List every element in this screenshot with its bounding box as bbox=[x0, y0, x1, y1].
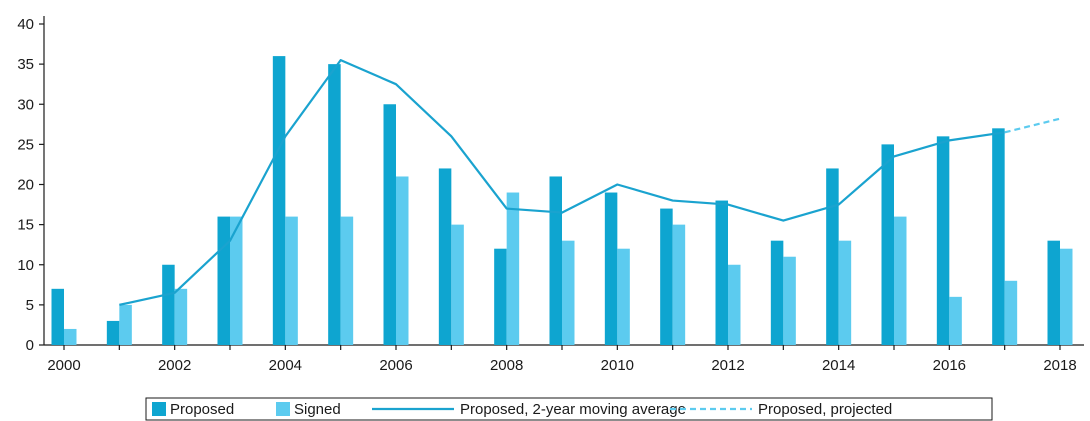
bar-signed bbox=[728, 264, 741, 345]
bar-signed bbox=[451, 224, 464, 345]
lines bbox=[119, 59, 1061, 306]
legend-swatch bbox=[276, 402, 290, 416]
x-tick-label: 2006 bbox=[379, 357, 412, 374]
y-tick-label: 25 bbox=[17, 136, 34, 153]
x-tick-label: 2012 bbox=[711, 357, 744, 374]
x-tick-label: 2008 bbox=[490, 357, 523, 374]
x-tick-label: 2016 bbox=[933, 357, 966, 374]
bar-signed bbox=[119, 304, 132, 345]
bar-signed bbox=[396, 176, 409, 345]
bar-signed bbox=[783, 256, 796, 345]
bar-signed bbox=[949, 296, 962, 345]
bar-proposed bbox=[272, 56, 286, 345]
bar-proposed bbox=[494, 248, 507, 345]
legend-label: Proposed, 2-year moving average bbox=[460, 401, 686, 418]
y-tick-label: 35 bbox=[17, 56, 34, 73]
bar-signed bbox=[230, 216, 243, 345]
bar-signed bbox=[838, 240, 852, 345]
bar-signed bbox=[617, 248, 630, 345]
bar-signed bbox=[340, 216, 354, 345]
bar-proposed bbox=[549, 176, 562, 345]
legend-box bbox=[145, 397, 993, 421]
bar-proposed bbox=[660, 208, 673, 345]
x-tick-label: 2002 bbox=[158, 357, 191, 374]
legend: Proposed Signed Proposed, 2-year moving av… bbox=[145, 397, 993, 421]
x-tick-label: 2010 bbox=[601, 357, 634, 374]
y-tick-label: 5 bbox=[26, 297, 34, 314]
bar-signed bbox=[506, 192, 520, 345]
bar-signed bbox=[64, 328, 77, 345]
x-tick-label: 2018 bbox=[1043, 357, 1076, 374]
x-tick-label: 2014 bbox=[822, 357, 855, 374]
bar-proposed bbox=[328, 64, 341, 345]
x-tick-label: 2000 bbox=[47, 357, 80, 374]
y-tick-label: 20 bbox=[17, 177, 34, 194]
bar-proposed bbox=[770, 240, 784, 345]
bar-signed bbox=[562, 240, 575, 345]
y-tick-label: 10 bbox=[17, 257, 34, 274]
bar-proposed bbox=[106, 320, 120, 345]
bar-proposed bbox=[604, 192, 618, 345]
y-axis: 0 5 10 15 20 25 30 35 40 bbox=[17, 16, 45, 354]
bar-proposed bbox=[383, 104, 396, 345]
projected-line bbox=[1004, 117, 1061, 134]
y-tick-label: 0 bbox=[26, 337, 34, 354]
y-tick-label: 40 bbox=[17, 16, 34, 33]
y-tick-label: 15 bbox=[17, 217, 34, 234]
bar-proposed bbox=[217, 216, 230, 345]
bar-signed bbox=[1060, 248, 1073, 345]
legend-label: Proposed, projected bbox=[758, 401, 892, 418]
bar-signed bbox=[894, 216, 907, 345]
bar-proposed bbox=[51, 288, 64, 345]
x-axis: 2000 2002 2004 2006 2008 2010 2012 2014 2016 2018 bbox=[44, 344, 1084, 374]
bar-proposed bbox=[1047, 240, 1060, 345]
legend-label: Proposed bbox=[170, 401, 234, 418]
legend-swatch bbox=[152, 402, 166, 416]
bar-proposed bbox=[936, 136, 950, 345]
x-tick-label: 2004 bbox=[269, 357, 302, 374]
bar-signed bbox=[1004, 280, 1018, 345]
moving-average-line bbox=[119, 59, 1005, 306]
bar-proposed bbox=[881, 144, 894, 345]
bar-proposed bbox=[826, 168, 839, 345]
bar-signed bbox=[672, 224, 686, 345]
bar-proposed bbox=[162, 264, 175, 345]
bar-signed bbox=[285, 216, 298, 345]
y-tick-label: 30 bbox=[17, 96, 34, 113]
legend-label: Signed bbox=[294, 401, 341, 418]
bars bbox=[51, 56, 1073, 345]
bar-signed bbox=[174, 288, 188, 345]
bar-proposed bbox=[992, 128, 1005, 345]
bar-proposed bbox=[438, 168, 452, 345]
bar-proposed bbox=[715, 200, 728, 345]
